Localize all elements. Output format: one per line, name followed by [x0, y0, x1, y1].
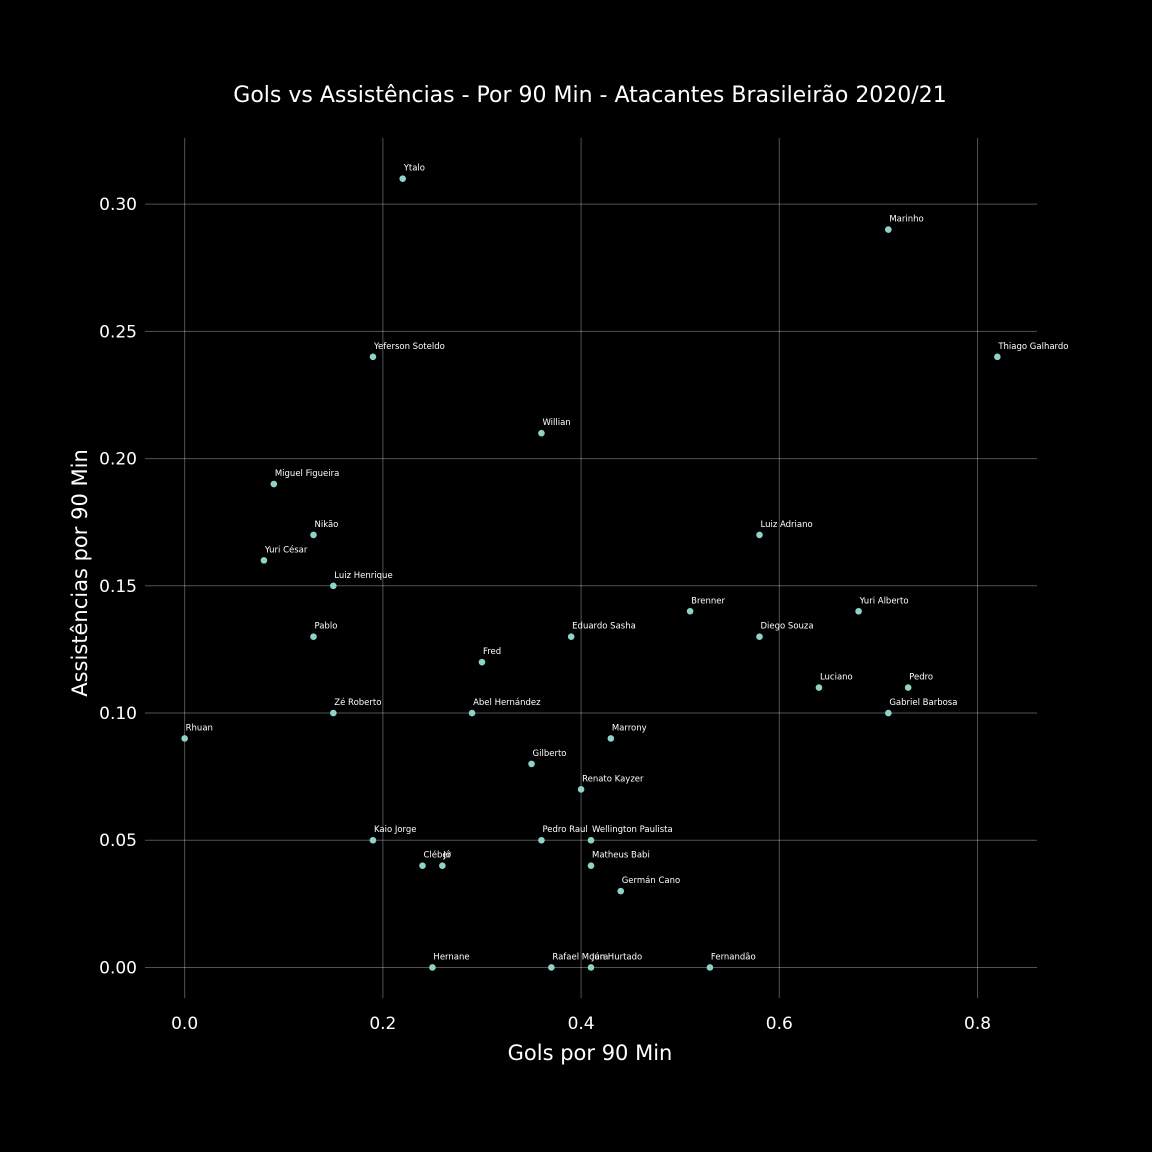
point-label-layer: Ytalo Marinho Yeferson Soteldo Thiago Galha…: [186, 164, 1069, 963]
x-tick-label: 0.2: [369, 1014, 396, 1034]
data-point-label: Yuri Alberto: [859, 596, 909, 606]
data-point: [260, 557, 268, 564]
data-point: [399, 175, 406, 183]
data-point-label: Luiz Adriano: [760, 520, 812, 530]
data-point: [756, 531, 763, 539]
data-point: [369, 836, 377, 844]
data-point-layer: [181, 175, 1001, 971]
data-point: [885, 226, 892, 233]
x-tick-label: 0.0: [171, 1014, 198, 1034]
chart-title: Gols vs Assistências - Por 90 Min - Atac…: [233, 83, 946, 108]
data-point-label: Abel Hernández: [473, 698, 541, 708]
data-point-label: Yeferson Soteldo: [373, 342, 445, 352]
data-point: [429, 964, 436, 971]
y-tick-label: 0.20: [99, 450, 137, 470]
data-point-label: Marinho: [889, 215, 923, 225]
data-point: [528, 760, 535, 768]
data-point: [310, 531, 317, 539]
data-point-label: Fred: [483, 647, 501, 657]
data-point: [577, 786, 585, 793]
data-point: [617, 887, 625, 895]
data-point: [706, 964, 714, 971]
data-point-label: Nikão: [314, 520, 338, 530]
data-point: [756, 633, 763, 640]
data-point: [270, 480, 278, 488]
data-point-label: Pedro: [909, 673, 933, 683]
data-point-label: Fernandão: [711, 952, 756, 962]
y-tick-label: 0.00: [99, 958, 137, 978]
data-point-label: Cléber: [424, 850, 452, 861]
data-point: [538, 836, 545, 844]
data-point-label: Kaio Jorge: [374, 825, 417, 835]
data-point: [369, 353, 377, 361]
data-point-label: Gilberto: [533, 749, 567, 759]
data-point-label: Pablo: [314, 622, 337, 632]
x-tick-label: 0.4: [568, 1014, 595, 1034]
data-point-label: Diego Souza: [760, 622, 813, 632]
data-point: [181, 735, 188, 742]
data-point-label: Ján Hurtado: [591, 952, 642, 962]
y-tick-label: 0.15: [99, 577, 137, 597]
data-point-label: Ytalo: [403, 164, 425, 174]
y-tick-label: 0.05: [99, 831, 137, 851]
data-point: [330, 709, 337, 717]
data-point: [330, 582, 337, 590]
data-point: [468, 709, 476, 717]
data-point-label: Miguel Figueira: [275, 469, 339, 479]
data-point-label: Renato Kayzer: [582, 774, 644, 784]
data-point: [587, 836, 595, 844]
data-point: [548, 964, 555, 971]
data-point: [310, 633, 317, 640]
data-point-label: Rhuan: [186, 723, 213, 733]
data-point: [904, 684, 912, 691]
data-point: [439, 862, 446, 869]
data-point-label: Yuri César: [264, 544, 308, 555]
data-point: [567, 633, 575, 640]
data-point: [855, 607, 862, 615]
tick-label-layer: 0.0 0.2 0.4 0.6 0.8 0.00 0.05 0.10 0.15 0.20 0.25 0…: [99, 195, 991, 1034]
data-point-label: Thiago Galhardo: [997, 342, 1068, 352]
x-axis-title: Gols por 90 Min: [508, 1041, 673, 1065]
y-axis-title: Assistências por 90 Min: [68, 449, 92, 697]
data-point-label: Luciano: [820, 673, 853, 683]
data-point-label: Luiz Henrique: [334, 571, 392, 581]
data-point-label: Jô: [442, 850, 451, 861]
data-point: [885, 709, 892, 717]
y-tick-label: 0.30: [99, 195, 137, 215]
x-tick-label: 0.8: [964, 1014, 991, 1034]
data-point-label: Hernane: [433, 952, 469, 962]
y-tick-label: 0.10: [99, 704, 137, 724]
data-point-label: Gabriel Barbosa: [889, 698, 957, 708]
data-point: [478, 658, 486, 666]
data-point-label: Matheus Babi: [592, 851, 650, 861]
data-point-label: Rafael Moura: [552, 952, 608, 962]
data-point-label: Eduardo Sasha: [572, 622, 636, 632]
data-point-label: Pedro Raul: [542, 825, 587, 835]
data-point: [815, 684, 823, 691]
data-point: [538, 429, 545, 437]
data-point-label: Wellington Paulista: [592, 825, 673, 835]
data-point-label: Marrony: [612, 723, 647, 733]
data-point-label: Brenner: [691, 596, 725, 606]
data-point: [587, 964, 595, 971]
data-point-label: Zé Roberto: [334, 697, 381, 708]
y-tick-label: 0.25: [99, 322, 137, 342]
data-point: [994, 353, 1001, 361]
data-point: [607, 735, 615, 742]
data-point-label: Willian: [542, 418, 570, 428]
data-point: [587, 862, 595, 869]
data-point-label: Germán Cano: [622, 876, 680, 886]
x-tick-label: 0.6: [766, 1014, 793, 1034]
data-point: [686, 607, 694, 615]
data-point: [419, 862, 426, 869]
